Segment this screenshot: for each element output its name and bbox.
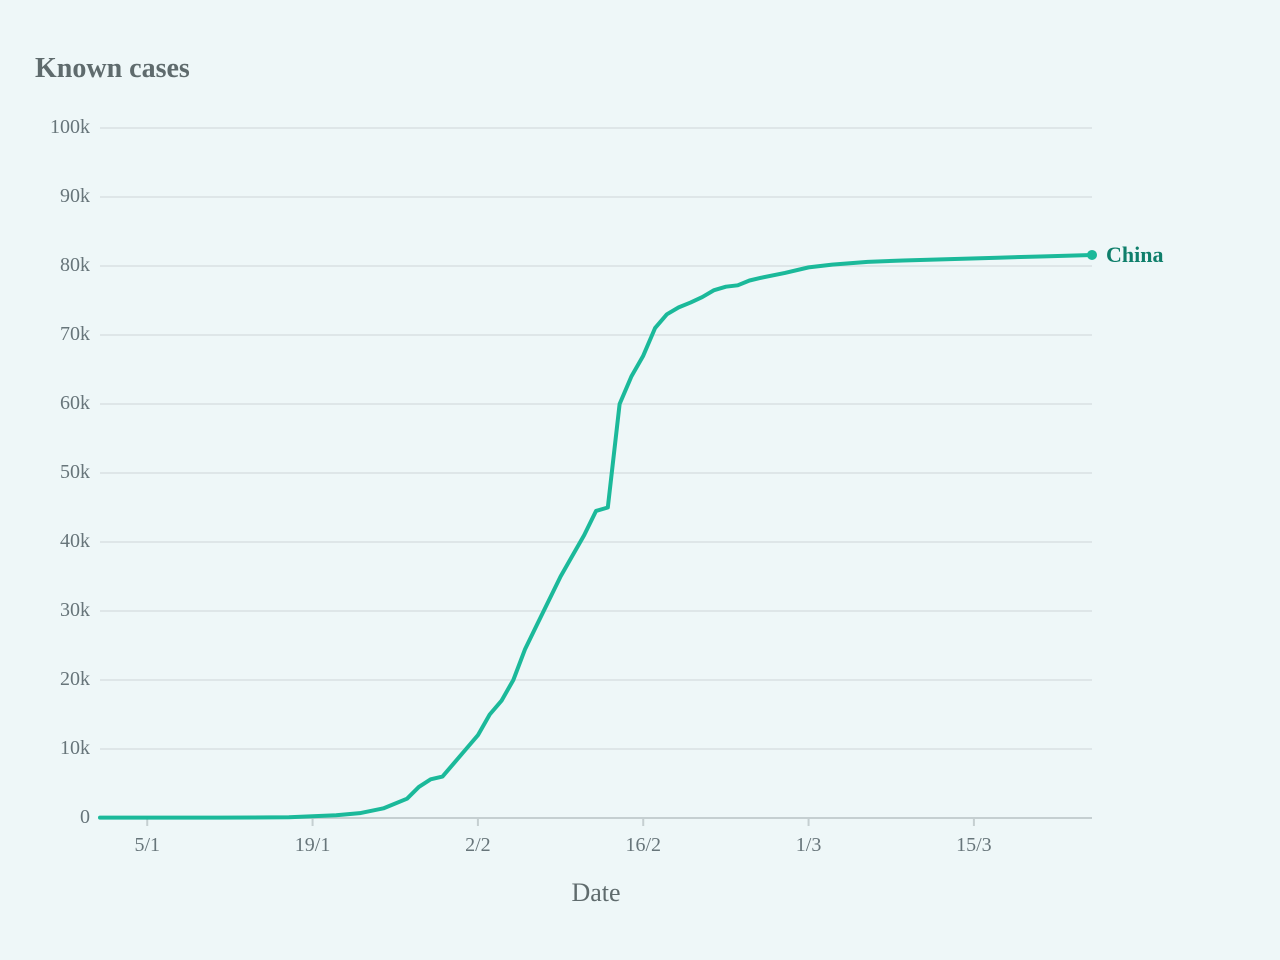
y-tick-label: 0 [30,806,90,829]
x-tick-label: 5/1 [107,834,187,857]
x-axis-title: Date [536,878,656,908]
y-tick-label: 60k [30,392,90,415]
series-label-china: China [1106,242,1163,268]
y-tick-label: 30k [30,599,90,622]
series-line-china [100,255,1092,818]
y-tick-label: 20k [30,668,90,691]
y-tick-label: 100k [30,116,90,139]
y-tick-label: 50k [30,461,90,484]
y-tick-label: 70k [30,323,90,346]
x-tick-label: 19/1 [273,834,353,857]
line-chart: Known cases 0 10k 20k 30k 40k 50k 60k 70k 80k 90k… [0,0,1280,960]
series-end-marker [1087,250,1097,260]
y-tick-label: 10k [30,737,90,760]
x-tick-label: 1/3 [769,834,849,857]
chart-plot-area [0,0,1280,960]
y-tick-label: 40k [30,530,90,553]
x-tick-label: 2/2 [438,834,518,857]
y-tick-label: 80k [30,254,90,277]
x-tick-label: 15/3 [934,834,1014,857]
y-tick-label: 90k [30,185,90,208]
x-tick-label: 16/2 [603,834,683,857]
chart-title: Known cases [35,53,190,85]
